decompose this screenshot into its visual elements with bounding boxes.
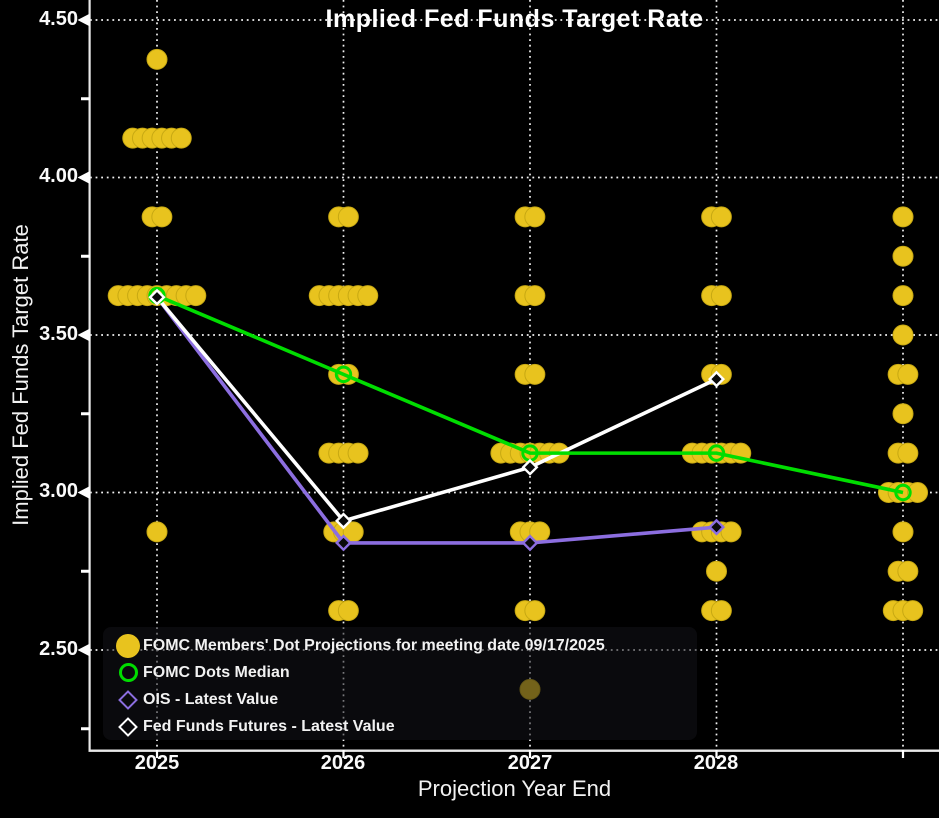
fomc-dot (710, 600, 732, 622)
futures-marker (521, 458, 539, 476)
ois-line (155, 296, 717, 545)
legend-item-label: OIS - Latest Value (143, 690, 279, 708)
fomc-dot (892, 245, 914, 267)
y-tick-label: 2.50 (39, 638, 78, 660)
fomc-dot (146, 521, 168, 543)
legend-item: OIS - Latest Value (113, 686, 697, 713)
fomc-dot (892, 521, 914, 543)
y-tick-label: 4.50 (39, 8, 78, 30)
fomc-dot (524, 206, 546, 228)
legend-item-label: Fed Funds Futures - Latest Value (143, 717, 395, 735)
fomc-dot (524, 285, 546, 307)
fomc-dot (185, 285, 207, 307)
fomc-dot (892, 403, 914, 425)
series-markers (148, 286, 912, 552)
y-tick-label: 4.00 (39, 165, 78, 187)
y-tick-label: 3.50 (39, 323, 78, 345)
futures-line (155, 296, 718, 523)
fomc-dot (170, 127, 192, 149)
fomc-dot (524, 363, 546, 385)
fomc-dot (892, 206, 914, 228)
fomc-dot (524, 600, 546, 622)
legend-item: FOMC Members' Dot Projections for meetin… (113, 632, 697, 659)
fomc-dot (710, 206, 732, 228)
fomc-dot (892, 324, 914, 346)
fomc-dot (337, 600, 359, 622)
x-tick-label: 2027 (507, 752, 553, 774)
median-marker (894, 483, 912, 502)
fomc-dot (897, 560, 919, 582)
legend-item: FOMC Dots Median (113, 659, 697, 686)
median-legend-icon (113, 663, 143, 682)
futures-marker (708, 370, 725, 388)
legend-item-label: FOMC Members' Dot Projections for meetin… (143, 636, 605, 654)
y-tick-label: 3.00 (39, 480, 78, 502)
legend-item: Fed Funds Futures - Latest Value (113, 713, 697, 740)
x-tick-label: 2028 (693, 752, 739, 774)
fomc-dot (337, 206, 359, 228)
legend-item-label: FOMC Dots Median (143, 663, 290, 681)
futures-legend-icon (113, 716, 143, 737)
ois-marker (521, 534, 539, 552)
ois-marker (335, 534, 352, 552)
legend: FOMC Members' Dot Projections for meetin… (103, 627, 697, 740)
ois-legend-icon (113, 689, 143, 710)
dot-projections (107, 48, 929, 700)
futures-marker (335, 512, 352, 530)
x-axis-label: Projection Year End (417, 776, 612, 801)
x-tick-label: 2025 (134, 752, 180, 774)
fomc-dot (907, 482, 929, 503)
x-tick-label: 2026 (320, 752, 366, 774)
axes (77, 0, 939, 758)
fomc-dot (892, 285, 914, 307)
fomc-dot (146, 48, 168, 70)
fomc-dot (710, 285, 732, 307)
fomc-dot (897, 363, 919, 385)
futures-marker (148, 288, 166, 306)
fomc-dot (720, 521, 742, 543)
fomc-dot (347, 442, 369, 464)
fomc-dot (902, 600, 924, 622)
fomc-dot (151, 206, 173, 228)
median-marker (334, 365, 353, 384)
ois-marker (708, 518, 725, 536)
fomc-dot (706, 560, 727, 582)
median-marker (707, 444, 726, 462)
fomc-dots-legend-icon (113, 633, 143, 658)
fomc-dot (357, 285, 379, 307)
fomc-dot (897, 442, 919, 464)
chart-title: Implied Fed Funds Target Rate (325, 5, 704, 33)
median-line (156, 293, 904, 495)
